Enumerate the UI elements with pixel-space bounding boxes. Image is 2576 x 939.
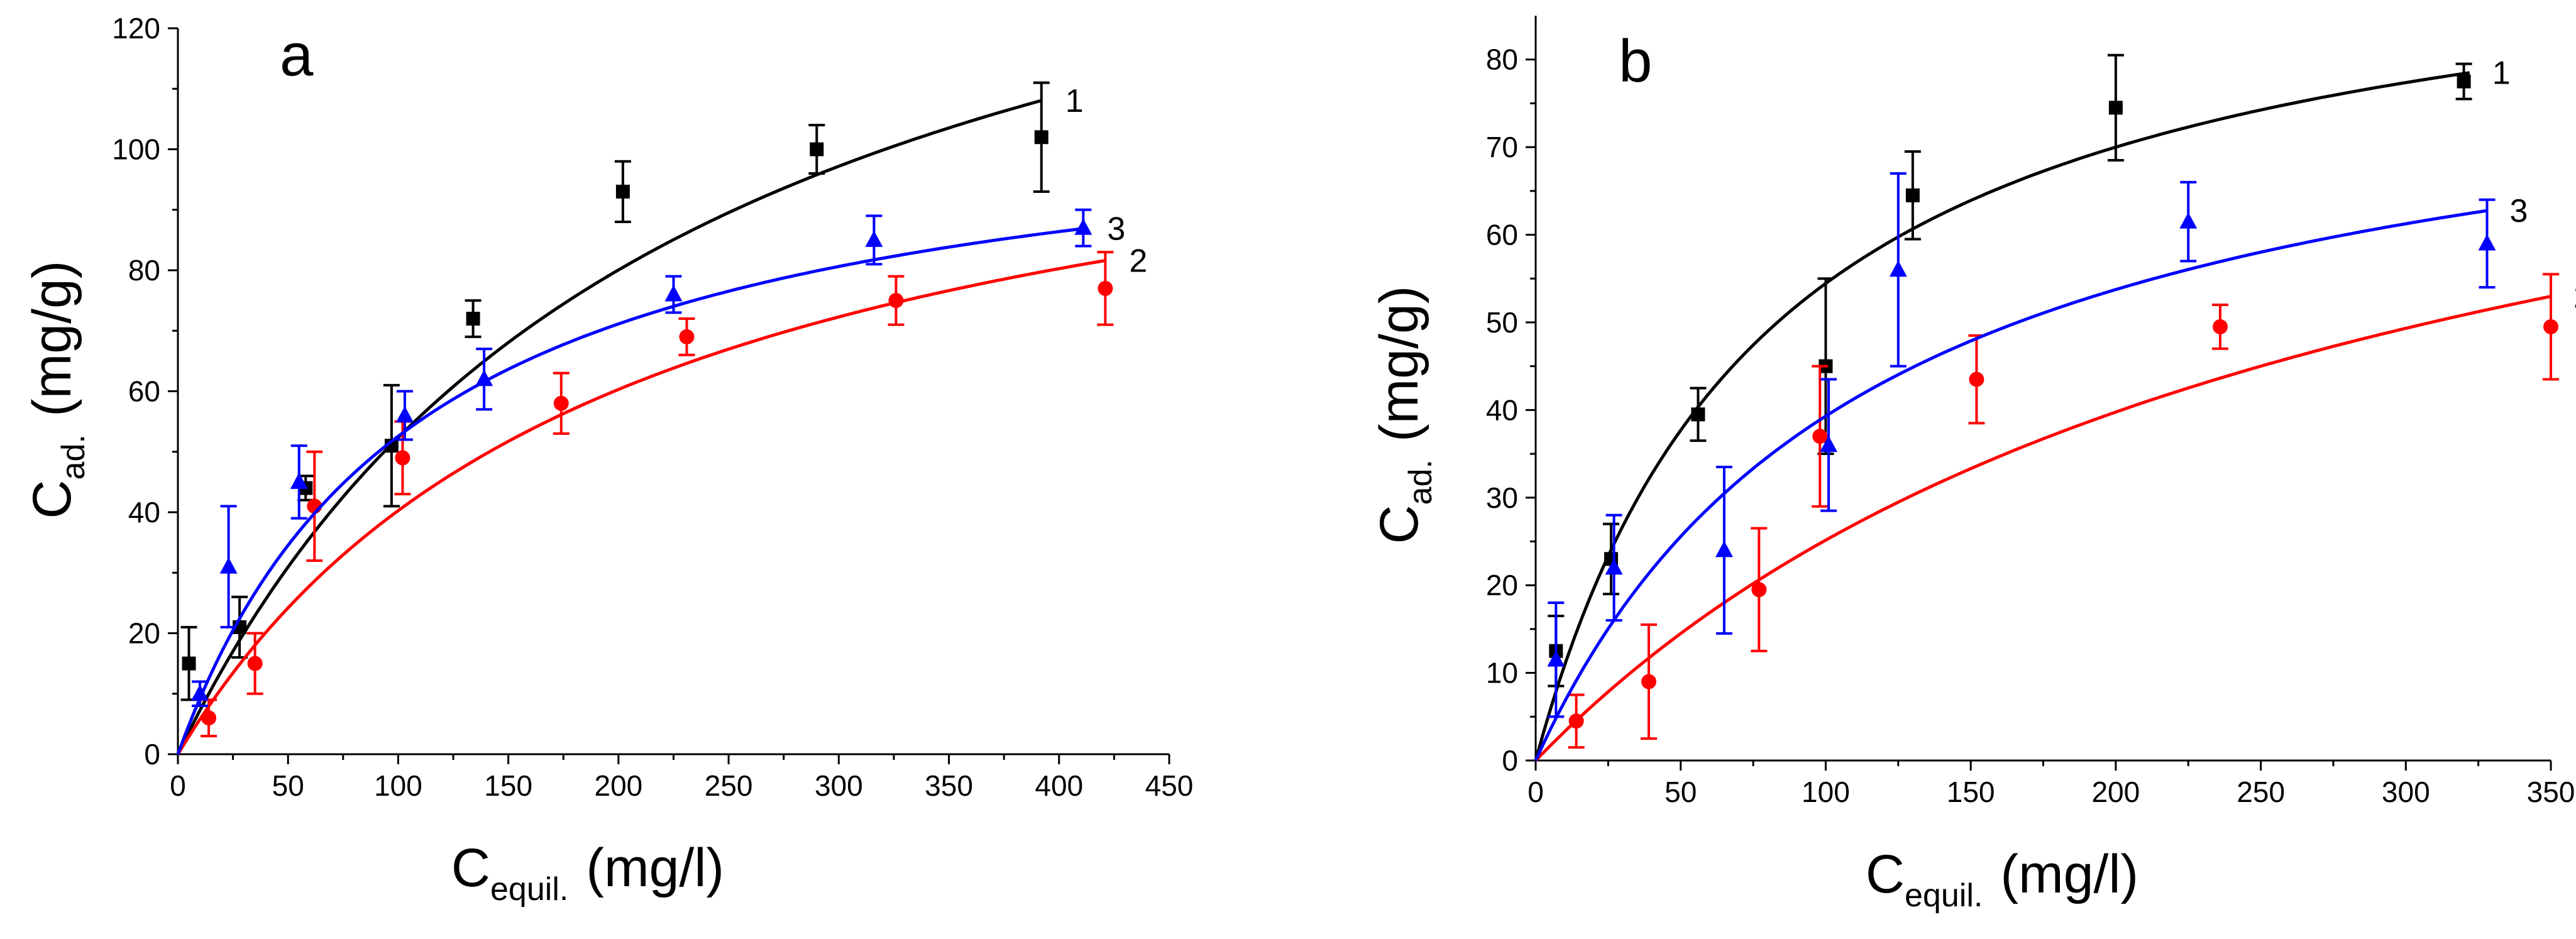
panel-b-y-tick-label: 0 — [1502, 744, 1518, 777]
panel-a-point-triangle — [290, 472, 308, 489]
panel-a-fit-curve-1 — [176, 99, 1042, 755]
panel-b-point-square — [1905, 188, 1920, 202]
panel-b-x-tick-label: 200 — [2091, 776, 2140, 808]
panel-a-x-tick-label: 300 — [815, 769, 863, 802]
panel-a-point-triangle — [664, 285, 683, 302]
panel-a-point-triangle — [395, 406, 414, 422]
panel-a-point-square — [615, 184, 630, 199]
panel-a-curve-label-3: 3 — [1107, 211, 1125, 248]
panel-b-point-circle — [1812, 429, 1828, 444]
panel-b-y-tick-label: 80 — [1486, 43, 1518, 76]
panel-a-series-2: 2 — [176, 243, 1147, 755]
panel-b-series-2: 2 — [1534, 273, 2576, 762]
panel-b-point-circle — [1969, 371, 1984, 387]
panel-a-y-tick-label: 0 — [144, 738, 160, 771]
panel-a-point-triangle — [1074, 218, 1093, 235]
panel-a-series-3: 3 — [176, 208, 1125, 755]
panel-a-point-triangle — [191, 684, 209, 701]
panel-a-point-circle — [201, 710, 217, 726]
panel-b-x-tick-label: 50 — [1665, 776, 1697, 808]
panel-a-series-1: 1 — [176, 81, 1084, 755]
panel-b-x-tick-label: 100 — [1802, 776, 1850, 808]
panel-b-point-triangle — [1547, 650, 1565, 667]
panel-b-x-tick-label: 0 — [1527, 776, 1544, 808]
panel-a-y-tick-label: 100 — [112, 133, 160, 166]
panel-b-fit-curve-3 — [1534, 209, 2487, 762]
panel-a-x-tick-label: 450 — [1145, 769, 1194, 802]
panel-a-point-circle — [1098, 280, 1113, 296]
panel-b-y-tick-label: 30 — [1486, 481, 1518, 514]
panel-b-y-tick-label: 60 — [1486, 219, 1518, 251]
panel-a-point-triangle — [219, 557, 238, 574]
panel-a-fit-curve-3 — [176, 227, 1084, 755]
panel-a-point-circle — [395, 450, 410, 466]
panel-a-x-tick-label: 250 — [705, 769, 753, 802]
panel-a-x-tick-label: 0 — [170, 769, 186, 802]
panel-b-point-triangle — [1715, 541, 1733, 557]
panel-b-point-circle — [1641, 674, 1656, 689]
panel-b-curve-label-3: 3 — [2509, 193, 2528, 229]
panel-a-x-tick-label: 100 — [374, 769, 422, 802]
panel-a: 0 50 100 150 200 250 300 350 400 450 0 20 40 60 80 100 1… — [22, 12, 1193, 908]
panel-a-y-tick-label: 80 — [128, 254, 160, 287]
panel-b-y-tick-label: 20 — [1486, 569, 1518, 601]
panel-b-point-circle — [1568, 713, 1584, 729]
panel-a-x-tick-label: 150 — [484, 769, 532, 802]
panel-b-x-axis-title: Cequil. (mg/l) — [1866, 844, 2138, 914]
panel-a-x-tick-label: 400 — [1035, 769, 1083, 802]
panel-b-curve-label-2: 2 — [2573, 279, 2576, 316]
panel-b-point-square — [2457, 74, 2471, 89]
panel-b-x-tick-label: 300 — [2382, 776, 2430, 808]
panel-a-curve-label-2: 2 — [1129, 243, 1147, 279]
panel-a-y-tick-label: 40 — [128, 496, 160, 529]
panel-b-point-circle — [2212, 319, 2228, 334]
panel-b-point-square — [1691, 407, 1705, 422]
panel-a-x-tick-label: 200 — [595, 769, 643, 802]
panel-a-curve-label-1: 1 — [1065, 83, 1084, 119]
panel-b-label: b — [1619, 28, 1652, 95]
panel-b-x-tick-label: 250 — [2237, 776, 2285, 808]
panel-b-point-square — [2108, 101, 2123, 115]
panel-b-point-triangle — [1889, 260, 1907, 277]
panel-b-y-tick-label: 10 — [1486, 657, 1518, 689]
panel-a-y-axis-title: Cad.(mg/g) — [22, 261, 92, 519]
panel-a-x-axis-title: Cequil. (mg/l) — [451, 838, 724, 908]
panel-b-point-triangle — [1605, 558, 1623, 575]
panel-b-curve-label-1: 1 — [2492, 55, 2511, 92]
panel-b-x-tick-label: 150 — [1947, 776, 1995, 808]
panel-a-y-tick-label: 20 — [128, 617, 160, 650]
panel-a-point-circle — [679, 329, 695, 344]
panel-a-x-tick-label: 350 — [925, 769, 973, 802]
panel-a-point-square — [810, 142, 824, 156]
panel-b-series-3: 3 — [1534, 172, 2528, 762]
panel-b-y-tick-label: 50 — [1486, 306, 1518, 339]
panel-a-point-square — [182, 656, 196, 671]
panel-a-point-circle — [888, 293, 904, 309]
panel-b-x-tick-label: 350 — [2527, 776, 2575, 808]
panel-a-point-circle — [247, 656, 263, 671]
panel-a-point-square — [466, 312, 480, 326]
panel-b-y-axis-title: Cad.(mg/g) — [1369, 286, 1439, 544]
panel-a-point-triangle — [475, 370, 493, 387]
panel-b-point-triangle — [1820, 436, 1838, 453]
panel-a-y-tick-label: 120 — [112, 12, 160, 45]
panel-b-point-circle — [2543, 319, 2558, 334]
panel-a-point-square — [1034, 130, 1049, 145]
panel-b-point-circle — [1751, 582, 1767, 598]
panel-a-point-triangle — [865, 230, 883, 247]
panel-a-y-tick-label: 60 — [128, 375, 160, 408]
panel-b-point-triangle — [2179, 212, 2198, 229]
panel-b-y-tick-label: 70 — [1486, 131, 1518, 163]
panel-a-x-tick-label: 50 — [272, 769, 304, 802]
panel-a-fit-curve-2 — [176, 259, 1106, 755]
panel-a-label: a — [280, 21, 314, 89]
panel-b: 0 50 100 150 200 250 300 350 0 10 20 30 40 50 60 70 80 1 2… — [1369, 16, 2576, 914]
panel-b-y-tick-label: 40 — [1486, 393, 1518, 426]
panel-a-point-circle — [553, 395, 569, 411]
panel-b-fit-curve-2 — [1534, 295, 2551, 762]
panel-b-point-triangle — [2478, 234, 2496, 251]
